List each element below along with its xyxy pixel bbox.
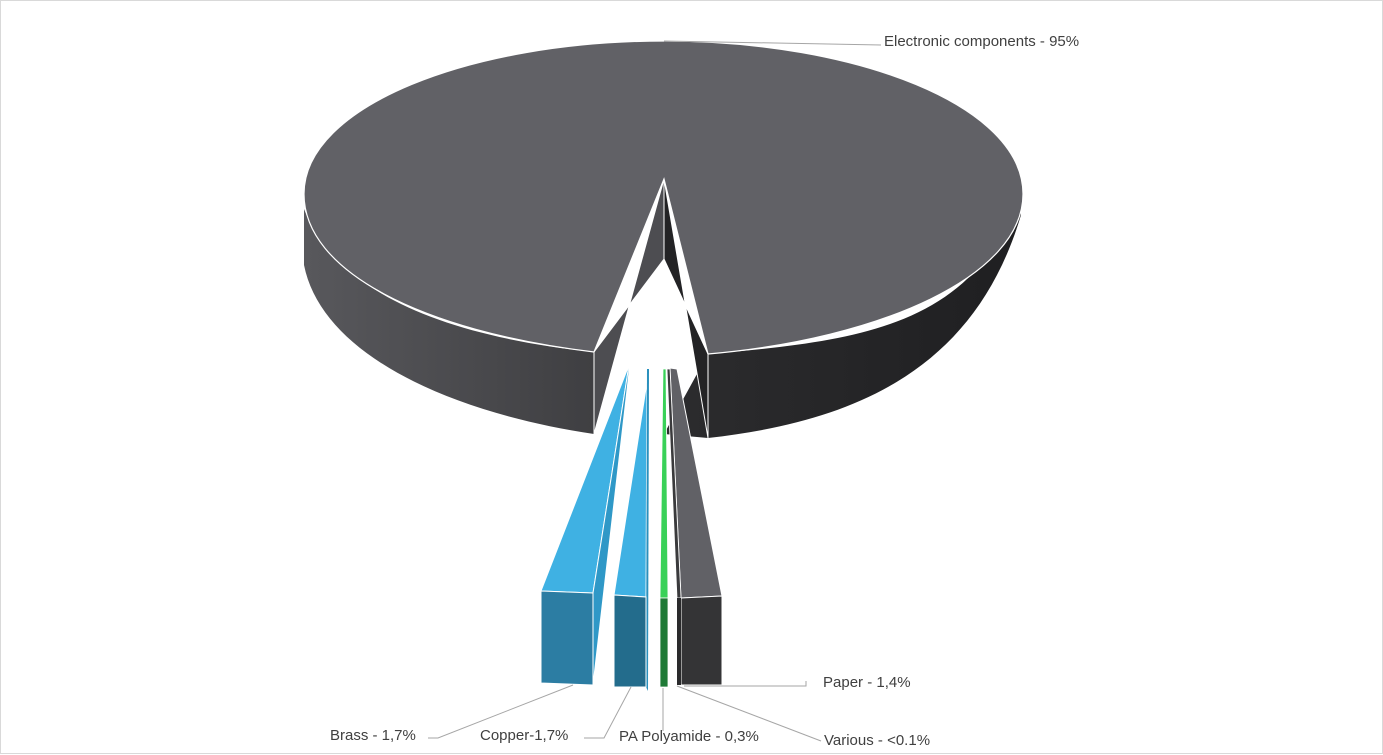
- data-label-copper: Copper-1,7%: [480, 727, 568, 744]
- leader-copper: [584, 686, 632, 739]
- data-label-various: Various - <0.1%: [824, 732, 930, 749]
- leader-paper: [684, 681, 807, 687]
- data-label-brass: Brass - 1,7%: [330, 727, 416, 744]
- pie-slice-brass: [540, 362, 631, 686]
- pie-slice-electronic-components: [303, 40, 1024, 439]
- pie-slice-various: [666, 368, 682, 685]
- leader-various: [676, 685, 822, 742]
- data-label-pa-polyamide: PA Polyamide - 0,3%: [619, 728, 759, 745]
- pie-slice-paper: [669, 367, 723, 686]
- leader-brass: [428, 684, 574, 739]
- pie-slice-copper: [613, 368, 650, 691]
- data-label-electronic-components: Electronic components - 95%: [884, 33, 1079, 50]
- leader-lines: [428, 40, 882, 742]
- leader-electronic-components: [663, 40, 882, 46]
- pie-slice-pa-polyamide: [659, 368, 669, 688]
- data-label-paper: Paper - 1,4%: [823, 674, 911, 691]
